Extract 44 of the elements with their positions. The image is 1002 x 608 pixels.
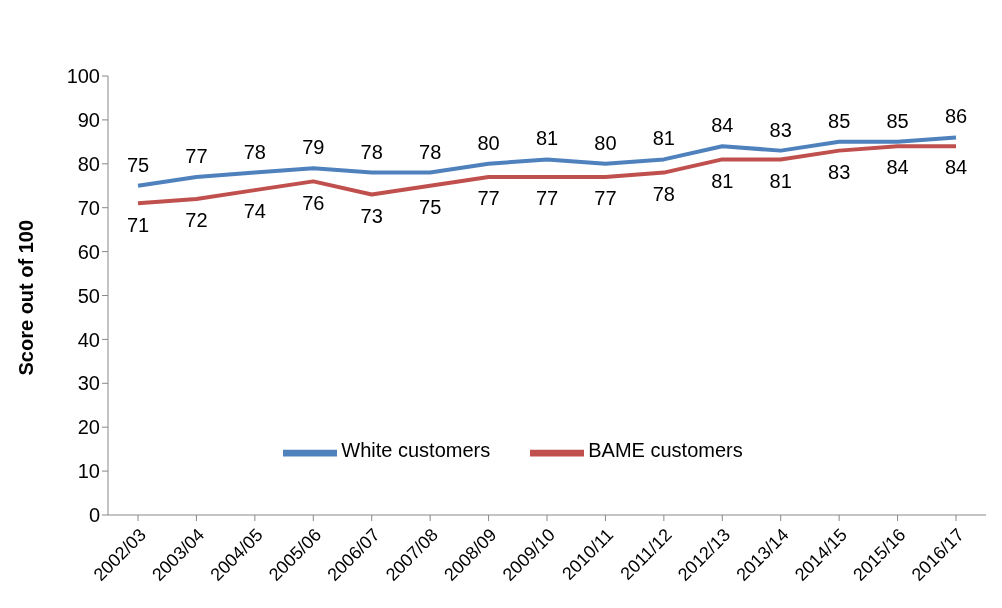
data-label: 72 <box>185 209 208 232</box>
data-label: 77 <box>477 187 500 210</box>
data-label: 86 <box>944 105 968 128</box>
y-tick-label: 40 <box>77 328 100 351</box>
y-tick-label: 60 <box>77 240 100 263</box>
y-tick-label: 30 <box>77 372 100 395</box>
data-label: 78 <box>243 140 266 163</box>
data-label: 81 <box>769 169 792 192</box>
data-label: 81 <box>652 127 675 150</box>
data-label: 80 <box>477 131 500 154</box>
data-label: 85 <box>828 109 851 132</box>
data-label: 75 <box>419 195 442 218</box>
data-label: 77 <box>594 187 617 210</box>
y-tick-label: 80 <box>77 152 100 175</box>
y-tick-label: 90 <box>77 109 100 131</box>
legend-label: White customers <box>341 439 491 462</box>
data-label: 84 <box>711 114 734 137</box>
data-label: 84 <box>944 156 968 179</box>
y-tick-label: 20 <box>77 416 100 439</box>
data-label: 73 <box>360 204 383 227</box>
data-label: 83 <box>828 160 851 183</box>
data-label: 81 <box>535 127 559 150</box>
data-label: 74 <box>243 200 266 223</box>
y-tick-label: 50 <box>77 284 100 307</box>
y-tick-label: 70 <box>77 196 100 219</box>
data-label: 77 <box>535 187 559 210</box>
legend-label: BAME customers <box>588 439 743 462</box>
data-label: 79 <box>302 136 325 159</box>
data-label: 76 <box>302 191 325 214</box>
data-label: 71 <box>126 213 150 236</box>
data-label: 78 <box>419 140 442 163</box>
data-label: 80 <box>594 131 617 154</box>
y-axis-title: Score out of 100 <box>15 219 38 376</box>
y-tick-label: 10 <box>77 460 100 483</box>
y-tick-label: 100 <box>66 65 100 88</box>
data-label: 81 <box>711 169 734 192</box>
data-label: 84 <box>886 156 909 179</box>
data-label: 83 <box>769 118 792 141</box>
data-label: 77 <box>185 144 208 167</box>
y-tick-label: 0 <box>88 504 100 527</box>
data-label: 85 <box>886 109 909 132</box>
data-label: 78 <box>652 182 675 205</box>
data-label: 78 <box>360 140 383 163</box>
data-label: 75 <box>126 153 150 176</box>
